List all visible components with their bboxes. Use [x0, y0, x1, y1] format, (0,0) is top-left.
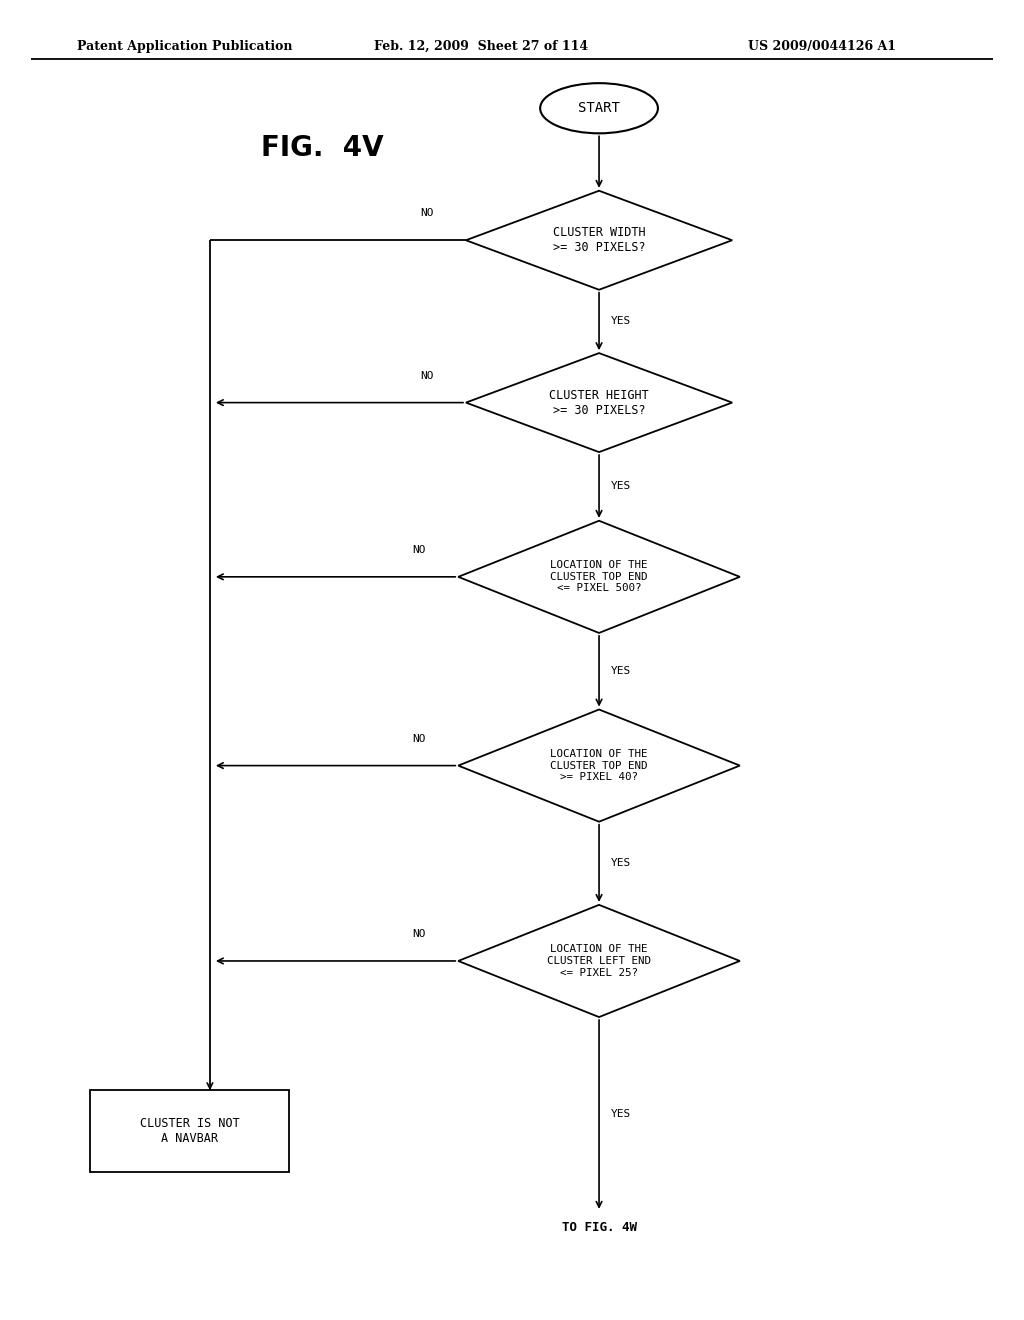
- Text: START: START: [579, 102, 620, 115]
- Text: NO: NO: [413, 929, 426, 940]
- Text: Feb. 12, 2009  Sheet 27 of 114: Feb. 12, 2009 Sheet 27 of 114: [374, 40, 588, 53]
- Text: LOCATION OF THE
CLUSTER LEFT END
<= PIXEL 25?: LOCATION OF THE CLUSTER LEFT END <= PIXE…: [547, 944, 651, 978]
- Text: NO: NO: [420, 371, 434, 381]
- Text: FIG.  4V: FIG. 4V: [261, 133, 384, 162]
- Text: YES: YES: [611, 667, 632, 676]
- Text: YES: YES: [611, 482, 632, 491]
- Text: CLUSTER WIDTH
>= 30 PIXELS?: CLUSTER WIDTH >= 30 PIXELS?: [553, 226, 645, 255]
- Text: YES: YES: [611, 1109, 632, 1119]
- Text: NO: NO: [420, 209, 434, 219]
- Text: CLUSTER HEIGHT
>= 30 PIXELS?: CLUSTER HEIGHT >= 30 PIXELS?: [549, 388, 649, 417]
- Text: NO: NO: [413, 734, 426, 744]
- Text: Patent Application Publication: Patent Application Publication: [77, 40, 292, 53]
- Text: YES: YES: [611, 317, 632, 326]
- Text: US 2009/0044126 A1: US 2009/0044126 A1: [748, 40, 896, 53]
- Text: CLUSTER IS NOT
A NAVBAR: CLUSTER IS NOT A NAVBAR: [139, 1117, 240, 1146]
- Text: TO FIG. 4W: TO FIG. 4W: [561, 1221, 637, 1234]
- Text: YES: YES: [611, 858, 632, 869]
- Text: NO: NO: [413, 545, 426, 556]
- Text: LOCATION OF THE
CLUSTER TOP END
>= PIXEL 40?: LOCATION OF THE CLUSTER TOP END >= PIXEL…: [550, 748, 648, 783]
- Bar: [90, 1090, 289, 1172]
- Text: LOCATION OF THE
CLUSTER TOP END
<= PIXEL 500?: LOCATION OF THE CLUSTER TOP END <= PIXEL…: [550, 560, 648, 594]
